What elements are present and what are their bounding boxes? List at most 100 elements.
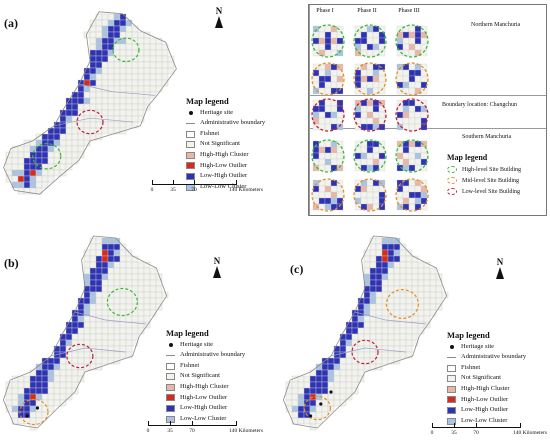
fishnet-cell (351, 315, 359, 323)
fishnet-cell (59, 345, 67, 353)
fishnet-cell (405, 249, 413, 257)
phase-cell-map (396, 140, 428, 172)
fishnet-cell (417, 291, 425, 299)
fishnet-cell (125, 79, 133, 87)
phase-cell-map (312, 140, 344, 172)
phase-cell-map (354, 99, 386, 131)
fishnet-cell (357, 327, 365, 335)
legend-title: Map legend (186, 96, 229, 106)
fishnet-cell (155, 73, 163, 81)
fishnet-cell (83, 67, 91, 75)
administrative-boundary (74, 311, 147, 325)
heritage-dot-icon (166, 341, 175, 348)
site-building-ring (106, 287, 139, 317)
phase-header-2: Phase II (357, 8, 377, 14)
scale-label: 35 (451, 430, 457, 436)
fishnet-cell (107, 339, 115, 347)
fishnet-cell (429, 285, 437, 293)
fishnet-cell (71, 375, 79, 383)
fishnet-cell (327, 363, 335, 371)
scale-label: 0 (146, 428, 150, 434)
site-building-ring (19, 398, 49, 426)
fishnet-cell (351, 321, 359, 329)
fishnet-cell (423, 309, 431, 317)
fishnet-cell (113, 333, 121, 341)
fishnet-cell (143, 273, 151, 281)
fishnet-cell (303, 387, 311, 395)
fishnet-cell (119, 97, 127, 105)
fishnet-cell (297, 399, 305, 407)
fishnet-cell (143, 285, 151, 293)
fishnet-cell (77, 315, 85, 323)
legend-item: Not Significant (166, 371, 245, 382)
fishnet-cell (291, 411, 299, 419)
fishnet-cell (155, 285, 163, 293)
fishnet-cell (405, 273, 413, 281)
fishnet-cell (345, 333, 353, 341)
fishnet-cell (131, 261, 139, 269)
fishnet-cell (387, 285, 395, 293)
fishnet-cell (363, 345, 371, 353)
fishnet-cell (423, 297, 431, 305)
fishnet-cell (429, 273, 437, 281)
fishnet-cell (83, 91, 91, 99)
fishnet-cell (137, 321, 145, 329)
north-arrow-b: N (210, 256, 224, 278)
fishnet-cell (113, 25, 121, 33)
fishnet-cell (59, 363, 67, 371)
fishnet-cell (381, 321, 389, 329)
north-arrow-icon (213, 266, 221, 278)
fishnet-cell (131, 73, 139, 81)
fishnet-cell (101, 309, 109, 317)
fishnet-cell (59, 145, 67, 153)
fishnet-cell (83, 363, 91, 371)
site-building-ring (395, 98, 429, 132)
fishnet-cell (363, 363, 371, 371)
fishnet-cell (357, 321, 365, 329)
fishnet-cell (113, 61, 121, 69)
swatch-icon (447, 364, 456, 372)
fishnet-cell (417, 273, 425, 281)
fishnet-cell (17, 145, 25, 153)
legend-label: Heritage site (180, 340, 214, 348)
fishnet-cell (125, 315, 133, 323)
fishnet-cell (369, 261, 377, 269)
swatch-icon (447, 417, 456, 425)
fishnet-cell (125, 333, 133, 341)
fishnet-cell (65, 115, 73, 123)
fishnet-cell (393, 309, 401, 317)
fishnet-cell (131, 91, 139, 99)
fishnet-cell (149, 273, 157, 281)
fishnet-cell (101, 49, 109, 57)
fishnet-cell (369, 309, 377, 317)
legend-item: Fishnet (186, 129, 265, 140)
legend-title: Map legend (166, 328, 209, 338)
fishnet-cell (83, 255, 91, 263)
fishnet-cell (119, 279, 127, 287)
legend-item: Low-High Outlier (166, 403, 245, 414)
fishnet-cell (5, 399, 13, 407)
fishnet-cell (113, 249, 121, 257)
fishnet-cell (89, 273, 97, 281)
fishnet-cell (119, 85, 127, 93)
fishnet-cell (155, 85, 163, 93)
fishnet-cell (101, 55, 109, 63)
fishnet-cell (137, 109, 145, 117)
north-label: N (213, 256, 221, 266)
panel-label-a: (a) (4, 16, 18, 30)
fishnet-cell (149, 285, 157, 293)
administrative-boundary (354, 311, 427, 325)
fishnet-cell (125, 351, 133, 359)
swatch-icon (186, 130, 195, 138)
fishnet-cell (119, 13, 127, 21)
fishnet-cell (321, 363, 329, 371)
fishnet-cell (429, 309, 437, 317)
fishnet-cell (125, 67, 133, 75)
fishnet-cell (131, 25, 139, 33)
fishnet-cell (435, 297, 443, 305)
fishnet-cell (95, 243, 103, 251)
fishnet-cell (113, 43, 121, 51)
fishnet-cell (59, 133, 67, 141)
fishnet-cell (131, 85, 139, 93)
fishnet-cell (131, 333, 139, 341)
